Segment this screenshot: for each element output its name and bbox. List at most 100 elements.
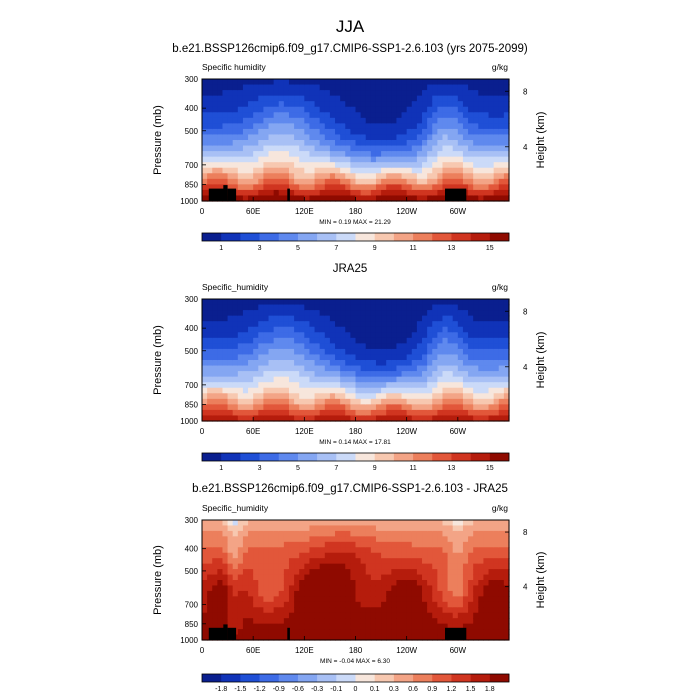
field-cell (365, 310, 372, 317)
field-cell (319, 195, 326, 202)
field-cell (232, 360, 239, 367)
field-cell (227, 409, 234, 417)
field-cell (283, 315, 290, 322)
field-cell (242, 84, 249, 91)
field-cell (288, 547, 295, 554)
field-cell (447, 84, 454, 91)
field-cell (401, 337, 408, 344)
field-cell (370, 563, 377, 570)
field-cell (365, 585, 372, 592)
field-cell (335, 596, 341, 603)
field-cell (319, 393, 326, 400)
field-cell (468, 520, 474, 527)
field-cell (319, 541, 326, 548)
field-cell (365, 145, 372, 152)
field-cell (350, 365, 357, 372)
field-cell (375, 580, 382, 587)
field-cell (340, 162, 346, 169)
field-cell (468, 580, 474, 587)
field-cell (345, 574, 351, 581)
colorbar-swatch (221, 453, 241, 461)
field-cell (437, 304, 444, 311)
field-cell (350, 607, 357, 614)
field-cell (381, 299, 387, 306)
field-cell (375, 128, 382, 136)
field-cell (258, 156, 264, 163)
field-cell (396, 596, 403, 603)
field-cell (411, 585, 418, 592)
field-cell (391, 618, 398, 625)
field-cell (232, 601, 239, 608)
field-cell (457, 145, 464, 152)
field-cell (335, 304, 341, 311)
field-cell (299, 354, 305, 361)
field-cell (217, 348, 224, 356)
field-cell (442, 354, 449, 361)
field-cell (304, 162, 311, 169)
field-cell (207, 552, 213, 559)
field-cell (427, 415, 433, 422)
field-cell (422, 123, 428, 130)
field-cell (207, 382, 213, 389)
field-cell (217, 337, 224, 344)
field-cell (401, 156, 408, 163)
colorbar-label: 0 (354, 686, 358, 693)
field-cell (340, 167, 346, 174)
field-cell (401, 117, 408, 124)
field-cell (324, 348, 331, 356)
field-cell (329, 156, 336, 163)
field-cell (365, 563, 372, 570)
field-cell (355, 167, 362, 174)
field-cell (283, 151, 290, 158)
field-cell (202, 552, 208, 559)
field-cell (202, 310, 208, 317)
field-cell (452, 140, 459, 147)
field-cell (324, 128, 331, 136)
field-cell (427, 354, 433, 361)
field-cell (329, 547, 336, 554)
field-cell (329, 360, 336, 367)
field-cell (248, 90, 254, 97)
field-cell (217, 612, 224, 619)
field-cell (468, 140, 474, 147)
field-cell (447, 376, 454, 383)
field-cell (468, 332, 474, 339)
field-cell (283, 195, 290, 202)
field-cell (473, 365, 479, 372)
field-cell (411, 601, 418, 608)
field-cell (483, 162, 490, 169)
y-tick-label: 850 (185, 620, 199, 629)
field-cell (370, 404, 377, 411)
field-cell (370, 393, 377, 400)
field-cell (283, 189, 290, 197)
field-cell (263, 343, 270, 350)
field-cell (355, 189, 362, 197)
field-cell (468, 189, 474, 197)
field-cell (375, 398, 382, 405)
field-cell (391, 162, 398, 169)
field-cell (253, 167, 259, 174)
field-cell (355, 585, 362, 592)
field-cell (381, 151, 387, 158)
field-cell (452, 84, 459, 91)
field-cell (488, 195, 495, 202)
field-cell (212, 580, 218, 587)
field-cell (391, 612, 398, 619)
field-cell (304, 112, 311, 119)
field-cell (283, 354, 290, 361)
field-cell (422, 145, 428, 152)
field-cell (314, 623, 321, 630)
field-cell (386, 195, 392, 202)
field-cell (375, 376, 382, 383)
colorbar-swatch (297, 453, 318, 461)
field-cell (386, 128, 392, 136)
field-cell (355, 371, 362, 378)
field-cell (360, 393, 367, 400)
field-cell (283, 310, 290, 317)
field-cell (202, 558, 208, 565)
field-cell (237, 79, 244, 86)
field-cell (411, 547, 418, 554)
field-cell (212, 184, 218, 191)
field-cell (340, 128, 346, 136)
field-cell (447, 382, 454, 389)
